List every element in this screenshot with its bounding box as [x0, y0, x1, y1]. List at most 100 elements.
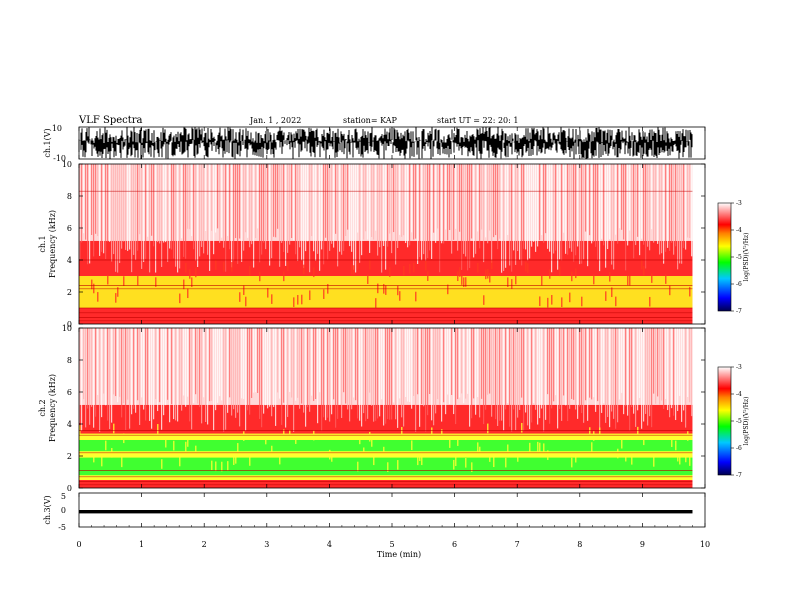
spectrogram-streak — [609, 164, 611, 240]
spectrogram-streak — [99, 328, 101, 432]
spectrogram-streak — [245, 164, 247, 233]
spectrogram-streak — [333, 164, 335, 248]
spectrogram-speckle — [493, 457, 495, 468]
spectrogram-streak — [555, 164, 557, 251]
spectrogram-streak — [293, 164, 295, 241]
spectrogram-streak — [271, 328, 273, 417]
spectrogram-streak — [201, 164, 203, 247]
spectrogram-streak — [681, 328, 683, 422]
spectrogram-streak — [631, 164, 633, 241]
spectrogram-streak — [347, 164, 349, 230]
spectrogram-streak — [453, 328, 455, 415]
spectrogram-streak — [339, 164, 341, 252]
spectrogram-streak — [139, 328, 141, 425]
colorbar-tick-label: -5 — [736, 254, 742, 261]
spectrogram-streak — [203, 164, 205, 254]
spectrogram-streak — [167, 164, 169, 262]
spectrogram-streak — [339, 328, 341, 405]
spectrogram-streak — [91, 328, 93, 407]
spectrogram-band-green — [79, 457, 693, 476]
spectrogram-streak — [467, 164, 469, 271]
spectrogram-streak — [559, 164, 561, 260]
spectrogram-speckle — [313, 267, 315, 278]
spectrogram-speckle — [463, 277, 465, 288]
spectrogram-speckle — [403, 265, 405, 276]
spectrogram-streak — [85, 328, 87, 428]
spectrogram-streak — [385, 328, 387, 424]
spectrogram-streak — [235, 328, 237, 418]
spectrogram-streak — [515, 328, 517, 431]
spectrogram-streak — [233, 328, 235, 410]
spectrogram-speckle — [93, 452, 95, 463]
spectrogram-streak — [393, 164, 395, 233]
spectrogram-streak — [611, 328, 613, 412]
spectrogram-streak — [283, 164, 285, 253]
spectrogram-streak — [593, 164, 595, 243]
spectrogram-streak — [201, 328, 203, 424]
spectrogram-streak — [103, 164, 105, 254]
spectrogram-streak — [265, 164, 267, 250]
spectrogram-streak — [615, 328, 617, 429]
spectrogram-streak — [413, 164, 415, 240]
spectrogram-streak — [253, 328, 255, 393]
spectrogram-speckle — [641, 259, 643, 270]
spectrogram-streak — [553, 328, 555, 402]
spectrogram-streak — [485, 164, 487, 238]
spectrogram-speckle — [295, 434, 297, 444]
spectrogram-streak — [583, 164, 585, 260]
spectrogram-streak — [205, 164, 207, 232]
spectrogram-streak — [89, 328, 91, 425]
spectrogram-streak — [499, 328, 501, 421]
spectrogram-streak — [181, 328, 183, 411]
spectrogram-speckle — [653, 457, 655, 467]
spectrogram-streak — [521, 164, 523, 266]
spectrogram-streak — [135, 164, 137, 261]
spectrogram-streak — [443, 164, 445, 244]
spectrogram-speckle — [589, 427, 591, 437]
spectrogram-streak — [351, 328, 353, 410]
spectrogram-speckle — [453, 459, 455, 470]
ch1-colorbar: -3 -4 -5 -6 -7 log(PSD)(V²/Hz) — [717, 200, 750, 315]
spectrogram-streak — [487, 164, 489, 244]
spectrogram-streak — [397, 328, 399, 428]
colorbar-tick-label: -3 — [736, 200, 742, 207]
spectrogram-speckle — [231, 262, 233, 272]
spectrogram-streak — [377, 328, 379, 419]
spectrogram-streak — [515, 164, 517, 265]
ch1-ytick-label: 6 — [67, 224, 72, 233]
spectrogram-streak — [471, 328, 473, 419]
spectrogram-streak — [425, 164, 427, 261]
spectrogram-streak — [503, 164, 505, 272]
spectrogram-streak — [353, 328, 355, 398]
spectrogram-streak — [345, 164, 347, 236]
ch2-spectrogram-panel: 0 2 4 6 8 10 ch.2 Frequency (kHz) — [38, 324, 706, 493]
spectrogram-streak — [83, 164, 85, 234]
spectrogram-streak — [511, 164, 513, 272]
spectrogram-streak — [291, 328, 293, 398]
spectrogram-streak — [213, 164, 215, 255]
spectrogram-streak — [635, 164, 637, 246]
spectrogram-streak — [475, 328, 477, 415]
spectrogram-streak — [229, 328, 231, 398]
spectrogram-streak — [551, 328, 553, 409]
spectrogram-streak — [341, 328, 343, 418]
spectrogram-speckle — [483, 295, 485, 305]
spectrogram-streak — [139, 164, 141, 235]
spectrogram-speckle — [455, 456, 457, 466]
spectrogram-speckle — [421, 455, 423, 466]
spectrogram-streak — [531, 164, 533, 247]
x-tick-label: 0 — [76, 540, 81, 549]
spectrogram-streak — [565, 328, 567, 406]
spectrogram-streak — [193, 164, 195, 250]
spectrogram-speckle — [101, 456, 103, 467]
spectrogram-streak — [459, 164, 461, 232]
spectrogram-speckle — [425, 260, 427, 271]
spectrogram-speckle — [459, 267, 461, 277]
spectrogram-streak — [163, 164, 165, 243]
spectrogram-streak — [93, 164, 95, 257]
spectrogram-speckle — [283, 429, 285, 440]
spectrogram-streak — [429, 328, 431, 394]
spectrogram-streak — [505, 164, 507, 268]
spectrogram-streak — [207, 328, 209, 425]
spectrogram-streak — [565, 164, 567, 254]
